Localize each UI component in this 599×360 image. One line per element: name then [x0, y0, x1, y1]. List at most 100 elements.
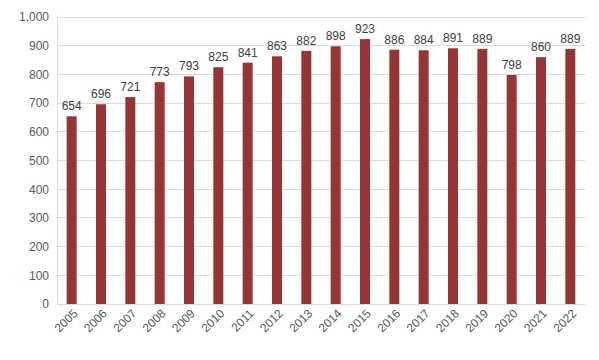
data-label: 773 — [150, 65, 170, 79]
bar — [507, 75, 517, 304]
x-tick-label: 2005 — [52, 306, 81, 335]
x-tick: 2009 — [169, 306, 198, 335]
bar — [213, 67, 223, 304]
grid-line — [57, 275, 585, 276]
grid-line — [57, 131, 585, 132]
grid-line — [57, 74, 585, 75]
y-tick: 800 — [29, 68, 57, 82]
x-tick: 2018 — [433, 306, 462, 335]
grid-line — [57, 103, 585, 104]
data-label: 889 — [472, 32, 492, 46]
x-tick-label: 2012 — [257, 306, 286, 335]
data-labels: 6546967217737938258418638828989238868848… — [62, 22, 581, 113]
y-tick-label: 200 — [29, 240, 49, 254]
y-tick-label: 0 — [42, 297, 49, 311]
bar — [301, 51, 311, 304]
x-tick-label: 2019 — [462, 306, 491, 335]
y-tick: 900 — [29, 39, 57, 53]
x-tick: 2019 — [462, 306, 491, 335]
x-tick-label: 2017 — [404, 306, 433, 335]
bar — [125, 97, 135, 304]
bar — [565, 49, 575, 304]
x-tick: 2010 — [198, 306, 227, 335]
x-tick: 2011 — [228, 306, 256, 334]
x-tick-label: 2006 — [81, 306, 110, 335]
x-tick: 2021 — [521, 306, 550, 335]
data-label: 841 — [238, 46, 258, 60]
bars — [67, 39, 576, 304]
y-tick-label: 100 — [29, 269, 49, 283]
x-tick-label: 2007 — [110, 306, 139, 335]
grid-line — [57, 45, 585, 46]
data-label: 793 — [179, 59, 199, 73]
y-tick: 100 — [29, 269, 57, 283]
grid-line — [57, 17, 585, 18]
x-tick-label: 2015 — [345, 306, 374, 335]
y-tick: 700 — [29, 96, 57, 110]
x-tick: 2007 — [110, 306, 139, 335]
bar — [448, 48, 458, 304]
data-label: 863 — [267, 39, 287, 53]
y-tick-label: 1,000 — [19, 10, 49, 24]
y-tick-label: 900 — [29, 39, 49, 53]
chart-container: 01002003004005006007008009001,0002005200… — [0, 0, 599, 360]
x-tick: 2006 — [81, 306, 110, 335]
y-tick: 300 — [29, 211, 57, 225]
data-label: 923 — [355, 22, 375, 36]
data-label: 825 — [208, 50, 228, 64]
x-tick: 2012 — [257, 306, 286, 335]
x-tick: 2015 — [345, 306, 374, 335]
bar — [272, 56, 282, 304]
x-tick: 2005 — [52, 306, 81, 335]
x-tick-label: 2020 — [492, 306, 521, 335]
y-axis: 0 100 200 300 400 500 600 700 800 900 1,000 — [19, 10, 58, 311]
x-tick: 2014 — [316, 306, 345, 335]
y-tick: 1,000 — [19, 10, 57, 24]
bar — [243, 63, 253, 304]
y-tick-label: 600 — [29, 125, 49, 139]
chart-svg: 01002003004005006007008009001,0002005200… — [0, 0, 599, 360]
x-tick-label: 2018 — [433, 306, 462, 335]
bar — [184, 76, 194, 304]
x-tick-label: 2011 — [228, 306, 256, 334]
grid-line — [57, 304, 585, 305]
data-label: 860 — [531, 40, 551, 54]
data-label: 884 — [414, 33, 434, 47]
x-tick: 2022 — [550, 306, 579, 335]
x-axis: 2005200620072008200920102011201220132014… — [52, 305, 586, 336]
grid — [57, 17, 585, 304]
data-label: 696 — [91, 87, 111, 101]
x-tick: 2017 — [404, 306, 433, 335]
x-tick: 2016 — [374, 306, 403, 335]
x-tick-label: 2010 — [198, 306, 227, 335]
bar — [96, 104, 106, 304]
x-tick: 2008 — [140, 306, 169, 335]
y-tick-label: 700 — [29, 96, 49, 110]
x-tick-label: 2016 — [374, 306, 403, 335]
x-tick-label: 2021 — [521, 306, 550, 335]
grid-line — [57, 246, 585, 247]
bar — [477, 49, 487, 304]
x-axis-line — [58, 304, 586, 305]
bar — [67, 116, 77, 304]
bar — [155, 82, 165, 304]
data-label: 898 — [326, 29, 346, 43]
y-tick-label: 500 — [29, 154, 49, 168]
x-tick-label: 2022 — [550, 306, 579, 335]
bar — [360, 39, 370, 304]
data-label: 798 — [502, 58, 522, 72]
bar — [419, 50, 429, 304]
y-tick-label: 800 — [29, 68, 49, 82]
y-tick: 400 — [29, 183, 57, 197]
x-tick: 2013 — [286, 306, 315, 335]
x-tick-label: 2014 — [316, 306, 345, 335]
data-label: 721 — [120, 80, 140, 94]
data-label: 882 — [296, 34, 316, 48]
grid-line — [57, 217, 585, 218]
y-tick: 200 — [29, 240, 57, 254]
y-axis-line — [57, 18, 58, 305]
data-label: 889 — [560, 32, 580, 46]
bar — [331, 46, 341, 304]
x-tick-label: 2009 — [169, 306, 198, 335]
y-tick-label: 400 — [29, 183, 49, 197]
